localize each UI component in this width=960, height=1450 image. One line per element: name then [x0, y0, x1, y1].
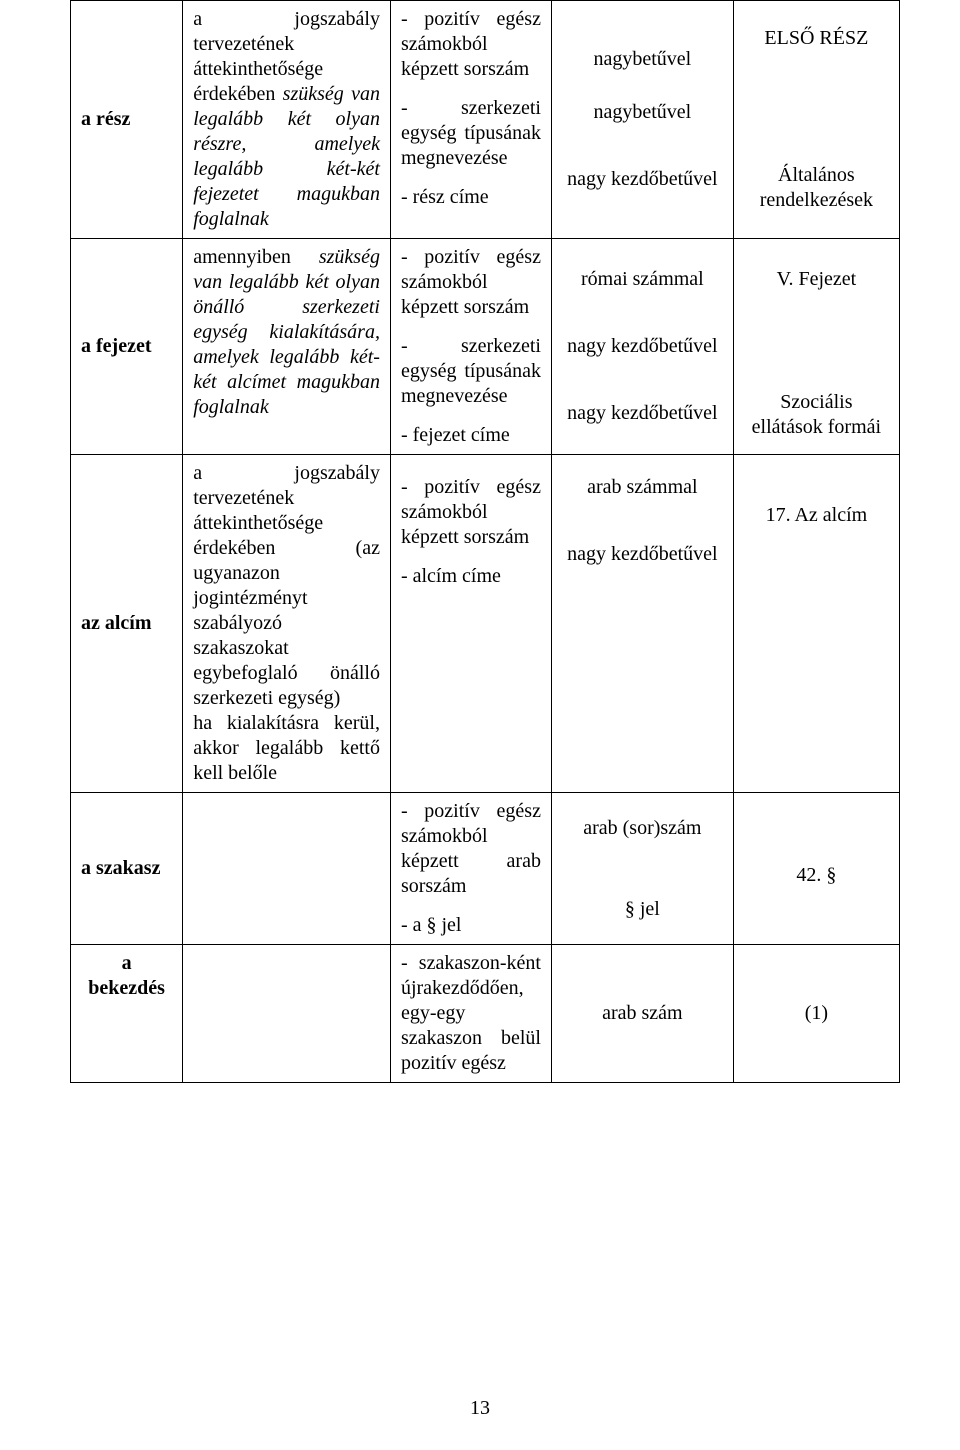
structure-table: a rész a jogszabály tervezetének áttekin… — [70, 0, 900, 1083]
cell-example: 42. § — [733, 793, 899, 945]
text: - pozitív egész számokból képzett sorszá… — [401, 8, 541, 80]
text: 17. Az alcím — [766, 504, 868, 526]
text: V. Fejezet — [777, 268, 857, 290]
table-row: az alcím a jogszabály tervezetének áttek… — [71, 455, 900, 793]
table-row: a fejezet amennyiben szükség van legaláb… — [71, 239, 900, 455]
text: arab (sor)szám — [583, 817, 701, 839]
text: - rész címe — [401, 186, 489, 208]
text: bekezdés — [88, 977, 165, 999]
page-number: 13 — [0, 1397, 960, 1420]
text: nagybetűvel — [593, 48, 691, 70]
table-row: a bekezdés - szakaszon-ként újrakezdődőe… — [71, 945, 900, 1083]
text-italic: szükség van legalább két olyan önálló sz… — [193, 246, 380, 418]
text: - szerkezeti egység típusának megnevezés… — [401, 335, 541, 407]
table-row: a szakasz - pozitív egész számokból képz… — [71, 793, 900, 945]
text: arab számmal — [587, 476, 698, 498]
row-label: a fejezet — [71, 239, 183, 455]
cell-condition: a jogszabály tervezetének áttekinthetősé… — [183, 1, 391, 239]
text: római számmal — [581, 268, 704, 290]
cell-format: nagybetűvel nagybetűvel nagy kezdőbetűve… — [551, 1, 733, 239]
text: nagybetűvel — [593, 101, 691, 123]
row-label: az alcím — [71, 455, 183, 793]
text: Szociális ellátások formái — [752, 391, 881, 438]
text: ha kialakításra kerül, akkor legalább ke… — [193, 712, 380, 784]
text: 42. § — [796, 864, 836, 886]
cell-example: V. Fejezet Szociális ellátások formái — [733, 239, 899, 455]
row-label: a bekezdés — [71, 945, 183, 1083]
row-label: a rész — [71, 1, 183, 239]
text: - pozitív egész számokból képzett arab s… — [401, 800, 541, 897]
text: amennyiben — [193, 246, 291, 268]
cell-components: - pozitív egész számokból képzett sorszá… — [390, 1, 551, 239]
text: - a § jel — [401, 914, 462, 936]
text: § jel — [625, 898, 660, 920]
cell-components: - pozitív egész számokból képzett sorszá… — [390, 239, 551, 455]
table-row: a rész a jogszabály tervezetének áttekin… — [71, 1, 900, 239]
cell-format: arab (sor)szám § jel — [551, 793, 733, 945]
cell-example: (1) — [733, 945, 899, 1083]
text: - alcím címe — [401, 565, 501, 587]
cell-condition: amennyiben szükség van legalább két olya… — [183, 239, 391, 455]
cell-components: - pozitív egész számokból képzett arab s… — [390, 793, 551, 945]
cell-components: - szakaszon-ként újrakezdődően, egy-egy … — [390, 945, 551, 1083]
text: - fejezet címe — [401, 424, 510, 446]
text: nagy kezdőbetűvel — [567, 168, 718, 190]
text: a — [122, 952, 132, 974]
text: - pozitív egész számokból képzett sorszá… — [401, 246, 541, 318]
text: nagy kezdőbetűvel — [567, 402, 718, 424]
cell-example: 17. Az alcím — [733, 455, 899, 793]
text-italic: szükség van legalább két olyan részre, a… — [193, 83, 380, 230]
cell-condition: a jogszabály tervezetének áttekinthetősé… — [183, 455, 391, 793]
text: - pozitív egész számokból képzett sorszá… — [401, 476, 541, 548]
cell-format: arab szám — [551, 945, 733, 1083]
text: nagy kezdőbetűvel — [567, 543, 718, 565]
cell-format: római számmal nagy kezdőbetűvel nagy kez… — [551, 239, 733, 455]
text: nagy kezdőbetűvel — [567, 335, 718, 357]
text: a jogszabály tervezetének áttekinthetősé… — [193, 462, 380, 709]
cell-empty — [183, 945, 391, 1083]
text: Általános rendelkezések — [760, 164, 873, 211]
text: ELSŐ RÉSZ — [764, 27, 868, 49]
text: - szerkezeti egység típusának megnevezés… — [401, 97, 541, 169]
cell-example: ELSŐ RÉSZ Általános rendelkezések — [733, 1, 899, 239]
cell-empty — [183, 793, 391, 945]
cell-components: - pozitív egész számokból képzett sorszá… — [390, 455, 551, 793]
cell-format: arab számmal nagy kezdőbetűvel — [551, 455, 733, 793]
row-label: a szakasz — [71, 793, 183, 945]
